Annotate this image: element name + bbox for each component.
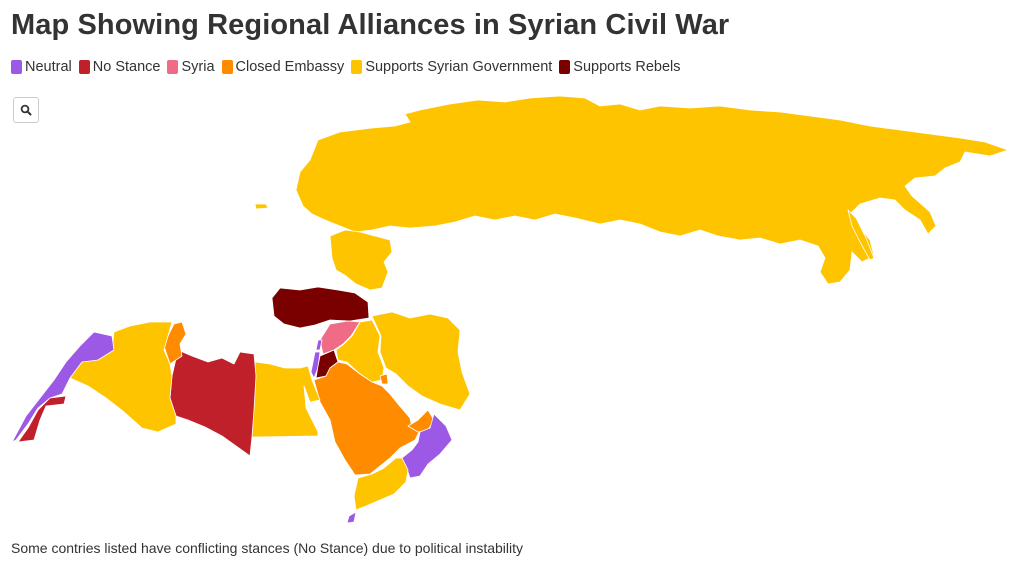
search-icon (20, 104, 32, 116)
region-lebanon[interactable] (315, 339, 323, 351)
footnote: Some contries listed have conflicting st… (11, 540, 524, 556)
legend-label: Supports Rebels (573, 59, 681, 75)
region-russia[interactable] (295, 95, 1009, 285)
legend-label: Neutral (25, 59, 72, 75)
legend-item-neutral[interactable]: Neutral (11, 59, 72, 75)
legend-label: Supports Syrian Government (365, 59, 553, 75)
legend-swatch (11, 60, 22, 74)
region-egypt[interactable] (251, 361, 321, 438)
region-oman[interactable] (401, 413, 453, 479)
region-sakhalin[interactable] (847, 209, 875, 261)
region-ukraine[interactable] (329, 229, 393, 291)
region-yemen[interactable] (353, 457, 409, 511)
region-turkey[interactable] (271, 286, 370, 329)
legend-swatch (559, 60, 571, 74)
legend-label: Closed Embassy (235, 59, 345, 75)
legend-swatch (221, 60, 233, 74)
region-israel[interactable] (310, 351, 321, 379)
legend-swatch (167, 60, 179, 74)
region-iran[interactable] (371, 311, 471, 411)
region-libya[interactable] (169, 349, 257, 457)
map-search-button[interactable] (13, 97, 39, 123)
legend-label: No Stance (92, 59, 161, 75)
page-title: Map Showing Regional Alliances in Syrian… (11, 9, 730, 41)
region-western-sahara[interactable] (17, 395, 67, 443)
region-djibouti[interactable] (346, 511, 357, 524)
legend-item-closed-embassy[interactable]: Closed Embassy (221, 59, 345, 75)
legend-swatch (351, 60, 363, 74)
legend-item-syria[interactable]: Syria (167, 59, 215, 75)
legend-item-supports-government[interactable]: Supports Syrian Government (351, 59, 552, 75)
legend-label: Syria (181, 59, 215, 75)
region-kaliningrad[interactable] (254, 203, 269, 210)
legend: Neutral No Stance Syria Closed Embassy S… (11, 59, 688, 75)
legend-item-no-stance[interactable]: No Stance (78, 59, 161, 75)
region-morocco[interactable] (11, 331, 115, 443)
legend-item-supports-rebels[interactable]: Supports Rebels (559, 59, 681, 75)
region-algeria[interactable] (69, 321, 177, 433)
legend-swatch (78, 60, 90, 74)
region-kuwait[interactable] (379, 373, 389, 385)
